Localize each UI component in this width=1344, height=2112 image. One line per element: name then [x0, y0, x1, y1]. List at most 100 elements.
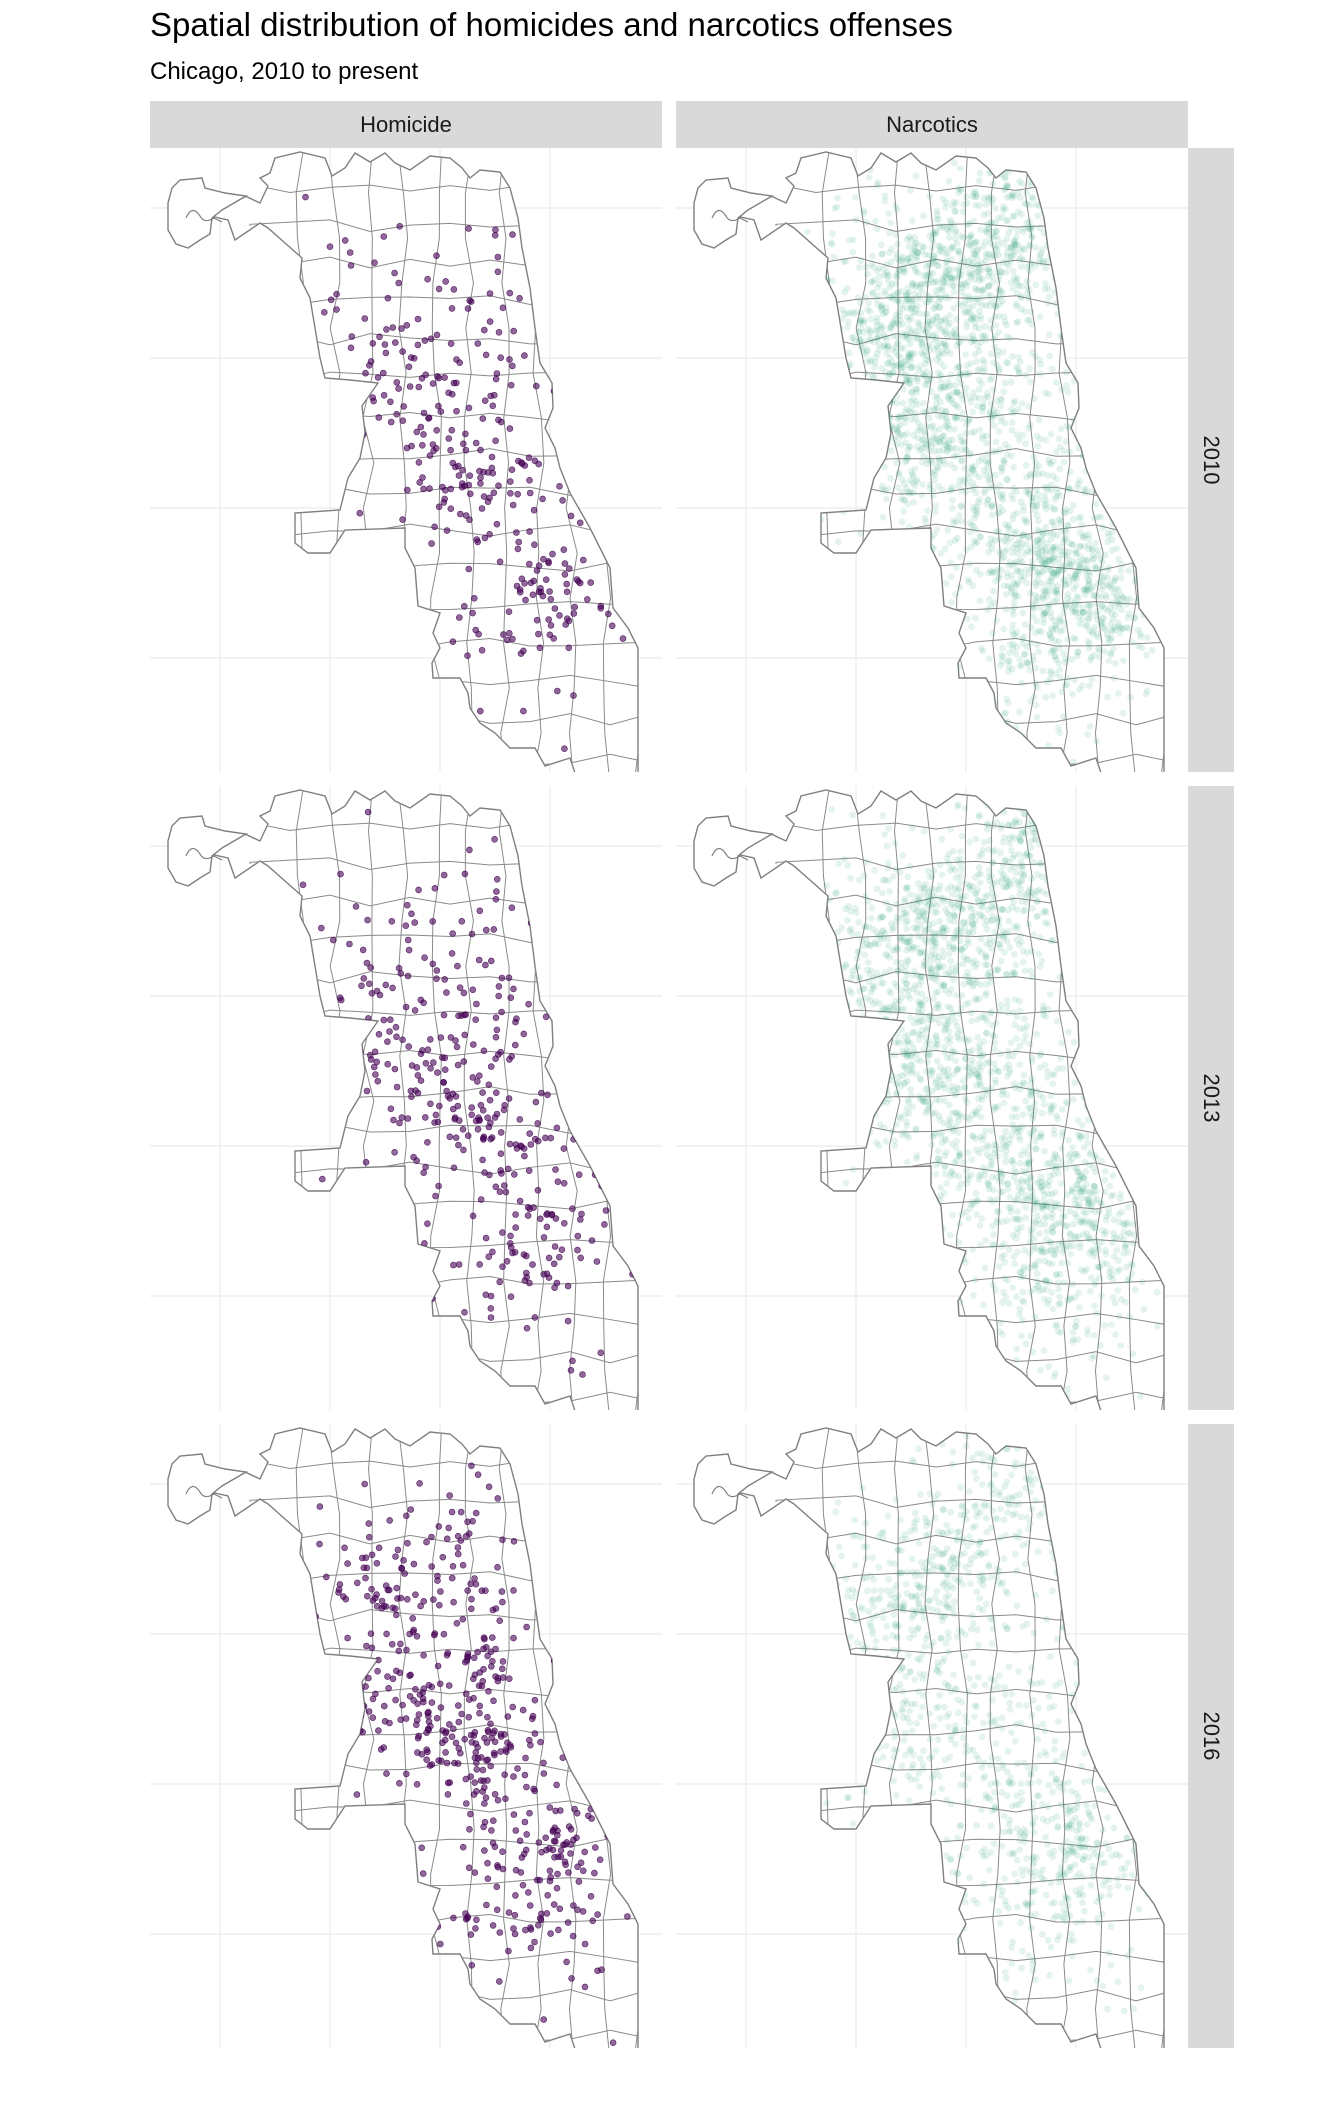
offense-point [1061, 655, 1069, 663]
offense-point [902, 911, 910, 919]
offense-point [976, 496, 983, 503]
offense-point [894, 426, 901, 434]
offense-point [979, 243, 987, 251]
offense-point [1025, 1104, 1032, 1111]
offense-point [1042, 505, 1050, 513]
offense-point [1017, 573, 1025, 581]
offense-point [976, 274, 984, 282]
offense-point [1142, 1177, 1150, 1185]
offense-point [999, 1086, 1007, 1094]
offense-point [1114, 689, 1122, 697]
offense-point [953, 364, 960, 372]
offense-point [908, 302, 916, 310]
offense-point [499, 1263, 506, 1271]
offense-point [1070, 634, 1078, 642]
offense-point [952, 207, 960, 215]
offense-point [480, 1047, 488, 1055]
offense-point [1072, 582, 1080, 590]
offense-point [958, 905, 965, 913]
offense-point [1125, 1230, 1132, 1238]
offense-point [1031, 395, 1038, 402]
offense-point [966, 271, 974, 279]
offense-point [1006, 334, 1014, 342]
offense-point [976, 1067, 984, 1075]
map-panel-narcotics-2010 [676, 148, 1188, 772]
offense-point [884, 360, 892, 367]
offense-point [1034, 490, 1042, 498]
offense-point [969, 1111, 977, 1119]
ohare-boundary [693, 815, 775, 887]
offense-point [914, 997, 922, 1005]
offense-point [998, 396, 1005, 404]
offense-point [434, 1069, 441, 1076]
offense-point [860, 210, 868, 217]
offense-point [947, 391, 954, 399]
offense-point [857, 316, 864, 324]
offense-point [570, 692, 577, 699]
offense-point [868, 278, 876, 286]
offense-point [1020, 228, 1027, 236]
offense-point [493, 888, 500, 895]
offense-point [896, 354, 904, 361]
offense-point [925, 925, 932, 933]
offense-point [398, 325, 405, 332]
offense-point [374, 549, 382, 557]
offense-point [1049, 936, 1057, 944]
offense-point [877, 931, 885, 939]
offense-point [1039, 157, 1047, 165]
offense-point [1013, 302, 1020, 310]
offense-point [532, 382, 540, 390]
offense-point [1058, 527, 1065, 535]
offense-point [1026, 885, 1034, 892]
offense-point [1054, 818, 1062, 825]
offense-point [1087, 1235, 1094, 1243]
offense-point [1009, 245, 1017, 252]
offense-point [1001, 173, 1009, 181]
offense-point [1053, 1270, 1060, 1278]
offense-point [950, 934, 958, 942]
offense-point [1123, 596, 1130, 603]
offense-point [477, 1196, 485, 1203]
offense-point [403, 901, 411, 909]
offense-point [999, 1331, 1007, 1338]
offense-point [1035, 648, 1042, 655]
offense-point [1035, 1257, 1043, 1265]
offense-point [880, 330, 888, 338]
offense-point [980, 211, 988, 219]
offense-point [1030, 605, 1038, 613]
offense-point [998, 494, 1005, 501]
offense-point [955, 512, 963, 519]
offense-point [1076, 620, 1084, 628]
offense-point [940, 340, 947, 347]
offense-point [863, 346, 871, 353]
offense-point [918, 933, 926, 941]
offense-point [999, 764, 1007, 772]
offense-point [1050, 506, 1058, 513]
offense-point [459, 466, 466, 474]
offense-point [1059, 199, 1067, 206]
offense-point [415, 459, 423, 466]
offense-point [924, 318, 932, 325]
offense-point [1086, 571, 1094, 579]
offense-point [917, 922, 924, 929]
offense-point [904, 554, 911, 562]
offense-point [950, 976, 957, 984]
offense-point [951, 235, 959, 242]
offense-point [1034, 912, 1042, 920]
offense-point [894, 1037, 902, 1045]
offense-point [995, 922, 1003, 930]
offense-point [863, 561, 870, 569]
offense-point [925, 324, 933, 332]
offense-point [1013, 1248, 1021, 1256]
offense-point [1034, 1283, 1041, 1291]
offense-point [1054, 724, 1062, 732]
offense-point [1049, 157, 1057, 165]
offense-point [944, 334, 952, 341]
offense-point [1058, 551, 1066, 559]
offense-point [903, 330, 910, 338]
offense-point [1017, 886, 1025, 893]
offense-point [1028, 825, 1036, 833]
offense-point [1019, 148, 1026, 151]
offense-point [1039, 815, 1047, 823]
offense-point [998, 555, 1006, 563]
